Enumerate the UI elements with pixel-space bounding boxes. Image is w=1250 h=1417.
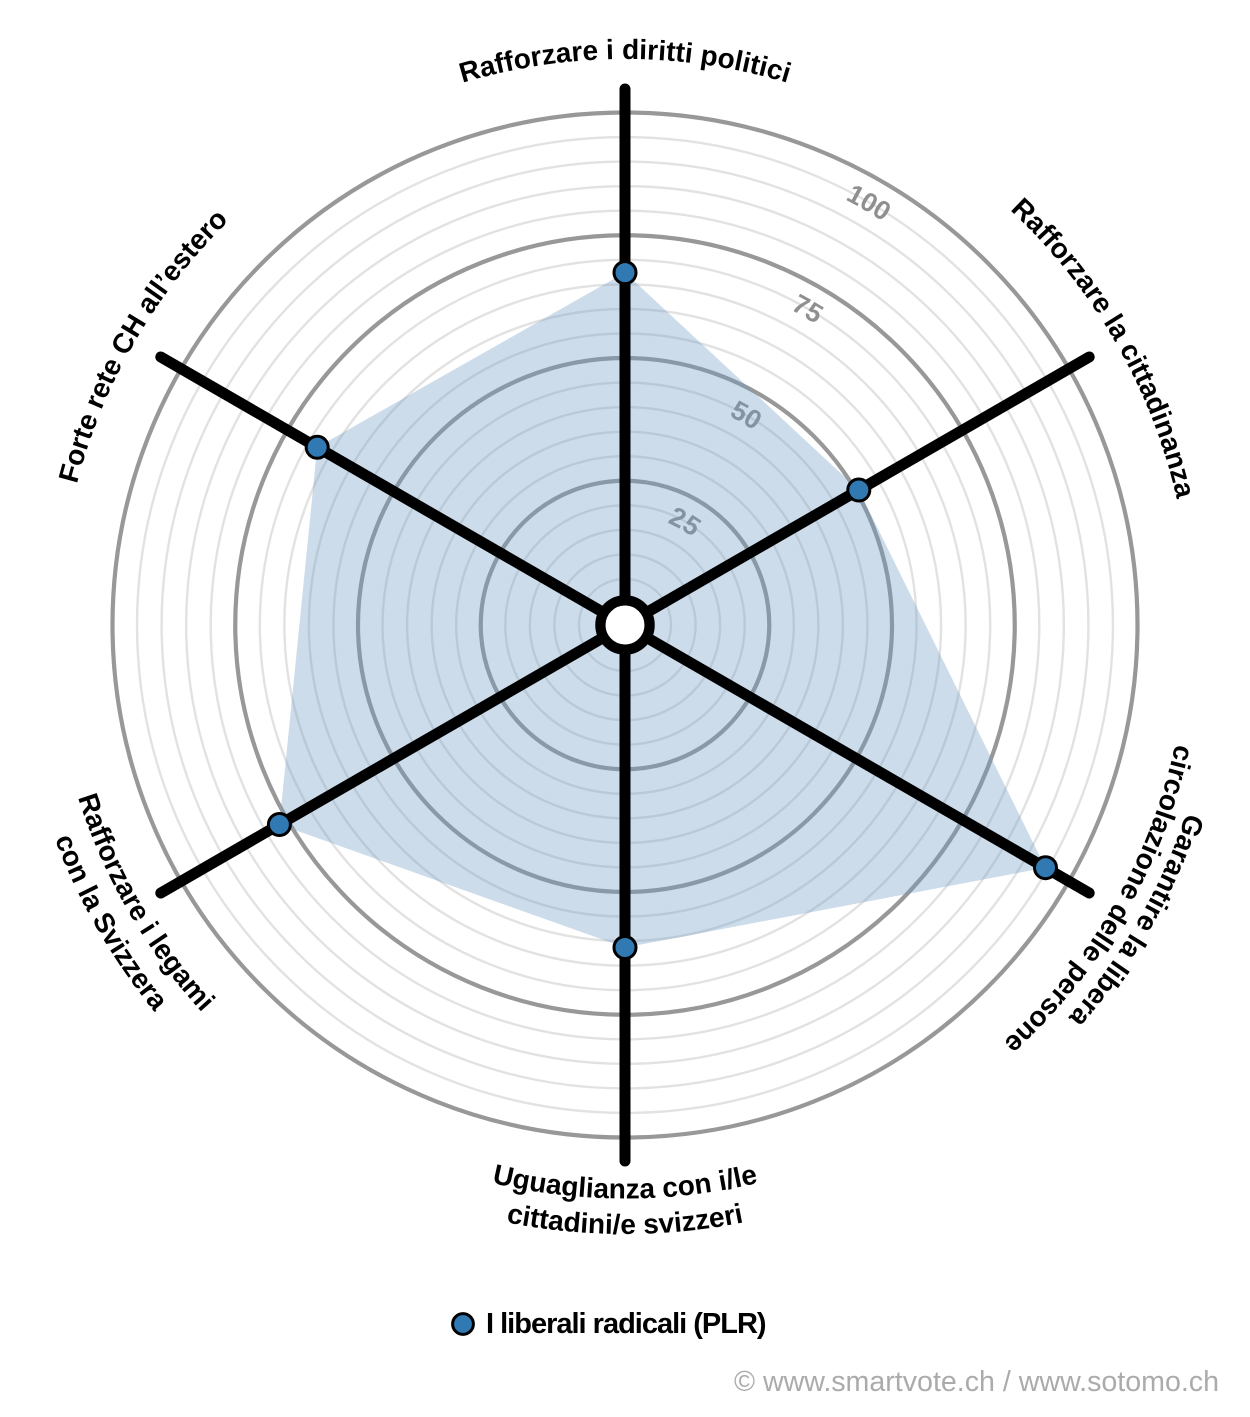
svg-text:a: a bbox=[547, 1204, 566, 1237]
svg-text:g: g bbox=[560, 1170, 580, 1203]
svg-text:v: v bbox=[657, 1207, 675, 1239]
svg-text:z: z bbox=[693, 1203, 711, 1236]
svg-text:g: g bbox=[510, 1163, 533, 1197]
svg-text:i: i bbox=[639, 34, 648, 65]
svg-text:© www.smartvote.ch / www.sotom: © www.smartvote.ch / www.sotomo.ch bbox=[734, 1366, 1219, 1398]
svg-text:e: e bbox=[738, 1158, 760, 1192]
svg-text:i: i bbox=[585, 1172, 595, 1203]
svg-text:z: z bbox=[680, 1205, 697, 1237]
svg-text:t: t bbox=[537, 1203, 550, 1235]
svg-text:o: o bbox=[676, 1169, 696, 1202]
svg-text:i: i bbox=[683, 37, 694, 69]
svg-text:a: a bbox=[554, 36, 573, 69]
svg-text:d: d bbox=[622, 34, 639, 65]
svg-text:a: a bbox=[639, 1173, 656, 1205]
svg-text:a: a bbox=[544, 1168, 564, 1201]
svg-text:z: z bbox=[625, 1173, 639, 1204]
svg-text:i: i bbox=[657, 35, 667, 66]
svg-text:a: a bbox=[1167, 478, 1201, 501]
svg-text:p: p bbox=[699, 39, 720, 72]
svg-text:i: i bbox=[580, 1207, 590, 1238]
svg-text:i: i bbox=[606, 34, 615, 65]
svg-text:o: o bbox=[715, 42, 737, 76]
svg-text:l: l bbox=[577, 1172, 587, 1204]
svg-text:r: r bbox=[646, 34, 659, 66]
svg-text:t: t bbox=[665, 36, 677, 68]
svg-text:i: i bbox=[605, 1209, 614, 1240]
svg-text:r: r bbox=[528, 40, 544, 72]
svg-text:/: / bbox=[612, 1209, 620, 1240]
svg-text:I liberali radicali (PLR): I liberali radicali (PLR) bbox=[486, 1308, 766, 1340]
svg-text:n: n bbox=[609, 1173, 627, 1204]
svg-text:e: e bbox=[581, 35, 598, 67]
svg-text:r: r bbox=[721, 1199, 737, 1231]
svg-text:r: r bbox=[570, 36, 584, 68]
svg-text:t: t bbox=[674, 36, 686, 68]
svg-text:t: t bbox=[528, 1202, 542, 1234]
svg-text:a: a bbox=[593, 1173, 610, 1205]
svg-text:z: z bbox=[540, 38, 558, 71]
svg-text:n: n bbox=[692, 1167, 713, 1200]
svg-text:s: s bbox=[643, 1208, 660, 1240]
svg-text:u: u bbox=[527, 1166, 549, 1199]
svg-text:e: e bbox=[706, 1201, 726, 1234]
svg-text:c: c bbox=[1166, 742, 1200, 764]
svg-text:c: c bbox=[661, 1171, 679, 1203]
svg-text:n: n bbox=[587, 1208, 606, 1240]
svg-text:d: d bbox=[562, 1206, 582, 1238]
svg-text:c: c bbox=[505, 1198, 526, 1231]
svg-text:c: c bbox=[764, 52, 787, 86]
svg-text:i: i bbox=[673, 1206, 684, 1238]
svg-text:e: e bbox=[620, 1209, 636, 1240]
svg-text:o: o bbox=[511, 42, 533, 76]
